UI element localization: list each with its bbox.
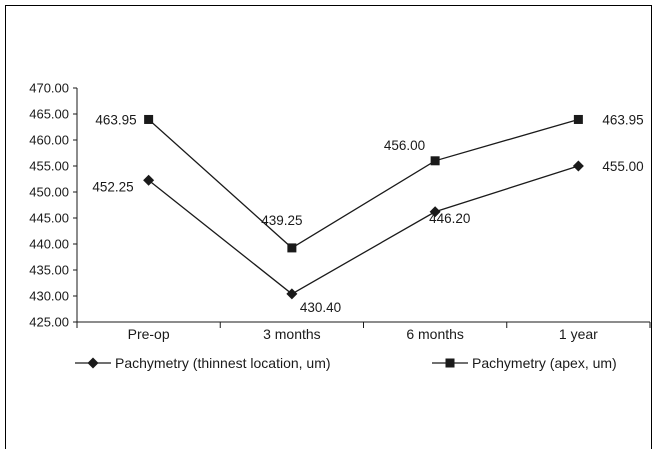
square-marker xyxy=(144,114,154,124)
x-tick-label: 1 year xyxy=(559,326,598,342)
x-tick-label: 3 months xyxy=(263,326,321,342)
legend-label: Pachymetry (thinnest location, um) xyxy=(115,355,331,371)
diamond-marker xyxy=(429,206,441,218)
data-label: 439.25 xyxy=(261,213,302,228)
data-label: 463.95 xyxy=(602,112,643,127)
square-marker xyxy=(287,243,297,253)
diamond-marker xyxy=(286,288,298,300)
x-tick-label: 6 months xyxy=(406,326,464,342)
y-tick-label: 435.00 xyxy=(29,263,69,278)
square-marker xyxy=(573,114,583,124)
data-label: 463.95 xyxy=(95,112,136,127)
y-tick-label: 425.00 xyxy=(29,315,69,330)
data-label: 430.40 xyxy=(300,300,341,315)
chart-frame xyxy=(5,5,652,449)
legend-square-icon xyxy=(445,358,455,368)
diamond-marker xyxy=(572,160,584,172)
data-labels: 452.25 430.40 446.20 455.00 463.95 439.25 456.… xyxy=(92,112,643,314)
diamond-marker xyxy=(143,174,155,186)
series-lines xyxy=(148,118,579,295)
legend-label: Pachymetry (apex, um) xyxy=(472,355,617,371)
y-tick-label: 450.00 xyxy=(29,185,69,200)
y-tick-label: 470.00 xyxy=(29,81,69,96)
series-line-thinnest-location xyxy=(148,165,579,295)
y-tick-label: 455.00 xyxy=(29,159,69,174)
y-tick-label: 445.00 xyxy=(29,211,69,226)
data-label: 456.00 xyxy=(384,138,425,153)
square-marker xyxy=(430,156,440,166)
x-tick-label: Pre-op xyxy=(128,326,170,342)
legend: Pachymetry (thinnest location, um) Pachym… xyxy=(75,355,617,371)
y-tick-label: 440.00 xyxy=(29,237,69,252)
y-tick-label: 465.00 xyxy=(29,107,69,122)
y-tick-label: 430.00 xyxy=(29,289,69,304)
data-label: 452.25 xyxy=(92,179,133,194)
series-line-apex xyxy=(148,118,579,249)
legend-diamond-icon xyxy=(87,357,99,369)
data-label: 455.00 xyxy=(602,159,643,174)
y-tick-label: 460.00 xyxy=(29,133,69,148)
data-markers xyxy=(143,114,584,300)
data-label: 446.20 xyxy=(429,211,470,226)
axes: 425.00 430.00 435.00 440.00 445.00 450.00 455.… xyxy=(29,81,651,342)
